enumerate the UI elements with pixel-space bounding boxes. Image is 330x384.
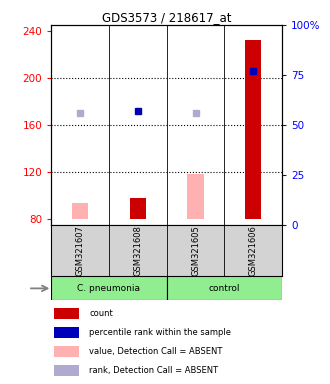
Bar bbox=[54, 327, 79, 338]
Text: GSM321606: GSM321606 bbox=[249, 225, 258, 276]
Bar bbox=[51, 276, 167, 300]
Bar bbox=[130, 198, 146, 219]
Bar bbox=[54, 308, 79, 319]
Bar bbox=[245, 40, 261, 219]
Text: count: count bbox=[89, 309, 113, 318]
Text: control: control bbox=[209, 284, 240, 293]
Text: GSM321608: GSM321608 bbox=[133, 225, 142, 276]
Bar bbox=[187, 174, 204, 219]
Text: GSM321605: GSM321605 bbox=[191, 225, 200, 276]
Title: GDS3573 / 218617_at: GDS3573 / 218617_at bbox=[102, 11, 231, 24]
Bar bbox=[54, 346, 79, 357]
Text: C. pneumonia: C. pneumonia bbox=[78, 284, 140, 293]
Text: GSM321607: GSM321607 bbox=[76, 225, 84, 276]
Text: rank, Detection Call = ABSENT: rank, Detection Call = ABSENT bbox=[89, 366, 218, 375]
Bar bbox=[72, 204, 88, 219]
Bar bbox=[167, 276, 282, 300]
Text: value, Detection Call = ABSENT: value, Detection Call = ABSENT bbox=[89, 347, 222, 356]
Text: percentile rank within the sample: percentile rank within the sample bbox=[89, 328, 231, 337]
Bar bbox=[54, 365, 79, 376]
